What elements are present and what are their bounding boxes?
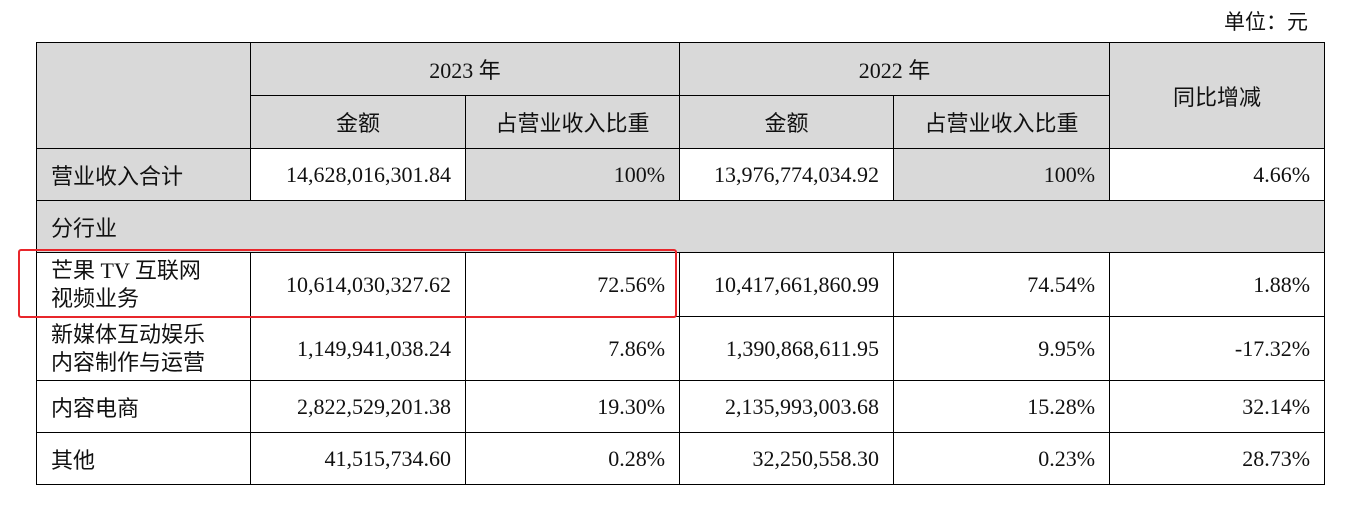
amount-2023: 14,628,016,301.84 xyxy=(250,148,466,201)
revenue-table: 2023 年 2022 年 同比增减 金额 占营业收入比重 金额 占营业收入比重… xyxy=(35,42,1326,485)
ratio-2022: 0.23% xyxy=(893,432,1111,485)
yoy-change: 1.88% xyxy=(1109,252,1326,317)
row-label-line2: 视频业务 xyxy=(51,285,140,311)
ratio-2023: 19.30% xyxy=(464,380,681,433)
amount-2023: 10,614,030,327.62 xyxy=(250,252,466,317)
unit-label: 单位：元 xyxy=(1224,10,1308,34)
header-year-2022: 2022 年 xyxy=(679,42,1111,96)
amount-2023: 41,515,734.60 xyxy=(250,432,466,485)
header-row-subcolumns: 金额 占营业收入比重 金额 占营业收入比重 xyxy=(37,95,1325,149)
yoy-change: -17.32% xyxy=(1109,316,1326,381)
amount-2022: 32,250,558.30 xyxy=(679,432,895,485)
header-ratio-2022: 占营业收入比重 xyxy=(893,95,1111,149)
highlight-box xyxy=(18,249,677,318)
row-label-line1: 新媒体互动娱乐 xyxy=(51,321,206,347)
ratio-2022: 15.28% xyxy=(893,380,1111,433)
row-label: 新媒体互动娱乐 内容制作与运营 xyxy=(36,316,251,381)
section-label: 分行业 xyxy=(35,200,1326,253)
yoy-change: 4.66% xyxy=(1109,148,1326,201)
amount-2023: 1,149,941,038.24 xyxy=(250,316,466,381)
ratio-2022: 9.95% xyxy=(893,316,1111,381)
ratio-2023: 0.28% xyxy=(464,432,681,485)
header-amount-2022: 金额 xyxy=(679,95,895,149)
table-row-total: 营业收入合计 14,628,016,301.84 100% 13,976,774… xyxy=(36,148,1326,201)
row-label-line1: 芒果 TV 互联网 xyxy=(51,257,201,283)
yoy-change: 28.73% xyxy=(1109,432,1326,485)
ratio-2022: 100% xyxy=(893,148,1111,201)
header-year-2023: 2023 年 xyxy=(249,42,681,96)
row-label: 其他 xyxy=(36,432,251,485)
ratio-2023: 100% xyxy=(464,148,681,201)
table-row: 新媒体互动娱乐 内容制作与运营 1,149,941,038.24 7.86% 1,… xyxy=(36,316,1326,381)
amount-2022: 10,417,661,860.99 xyxy=(679,252,895,317)
row-label-line2: 内容制作与运营 xyxy=(51,349,206,375)
table-row: 内容电商 2,822,529,201.38 19.30% 2,135,993,0… xyxy=(36,380,1326,433)
yoy-change: 32.14% xyxy=(1109,380,1326,433)
amount-2022: 2,135,993,003.68 xyxy=(679,380,895,433)
header-ratio-2023: 占营业收入比重 xyxy=(464,95,681,149)
amount-2023: 2,822,529,201.38 xyxy=(250,380,466,433)
table-row: 其他 41,515,734.60 0.28% 32,250,558.30 0.2… xyxy=(36,432,1326,485)
row-label: 营业收入合计 xyxy=(36,148,251,201)
header-row-years: 2023 年 2022 年 同比增减 xyxy=(36,42,1326,149)
header-blank-cell xyxy=(36,42,251,149)
amount-2022: 1,390,868,611.95 xyxy=(679,316,895,381)
table-row-section: 分行业 xyxy=(35,200,1326,253)
table-row: 芒果 TV 互联网 视频业务 10,614,030,327.62 72.56% 1… xyxy=(36,252,1326,317)
header-yoy: 同比增减 xyxy=(1109,42,1326,149)
ratio-2022: 74.54% xyxy=(893,252,1111,317)
ratio-2023: 7.86% xyxy=(464,316,681,381)
header-amount-2023: 金额 xyxy=(250,95,466,149)
row-label: 内容电商 xyxy=(36,380,251,433)
amount-2022: 13,976,774,034.92 xyxy=(679,148,895,201)
